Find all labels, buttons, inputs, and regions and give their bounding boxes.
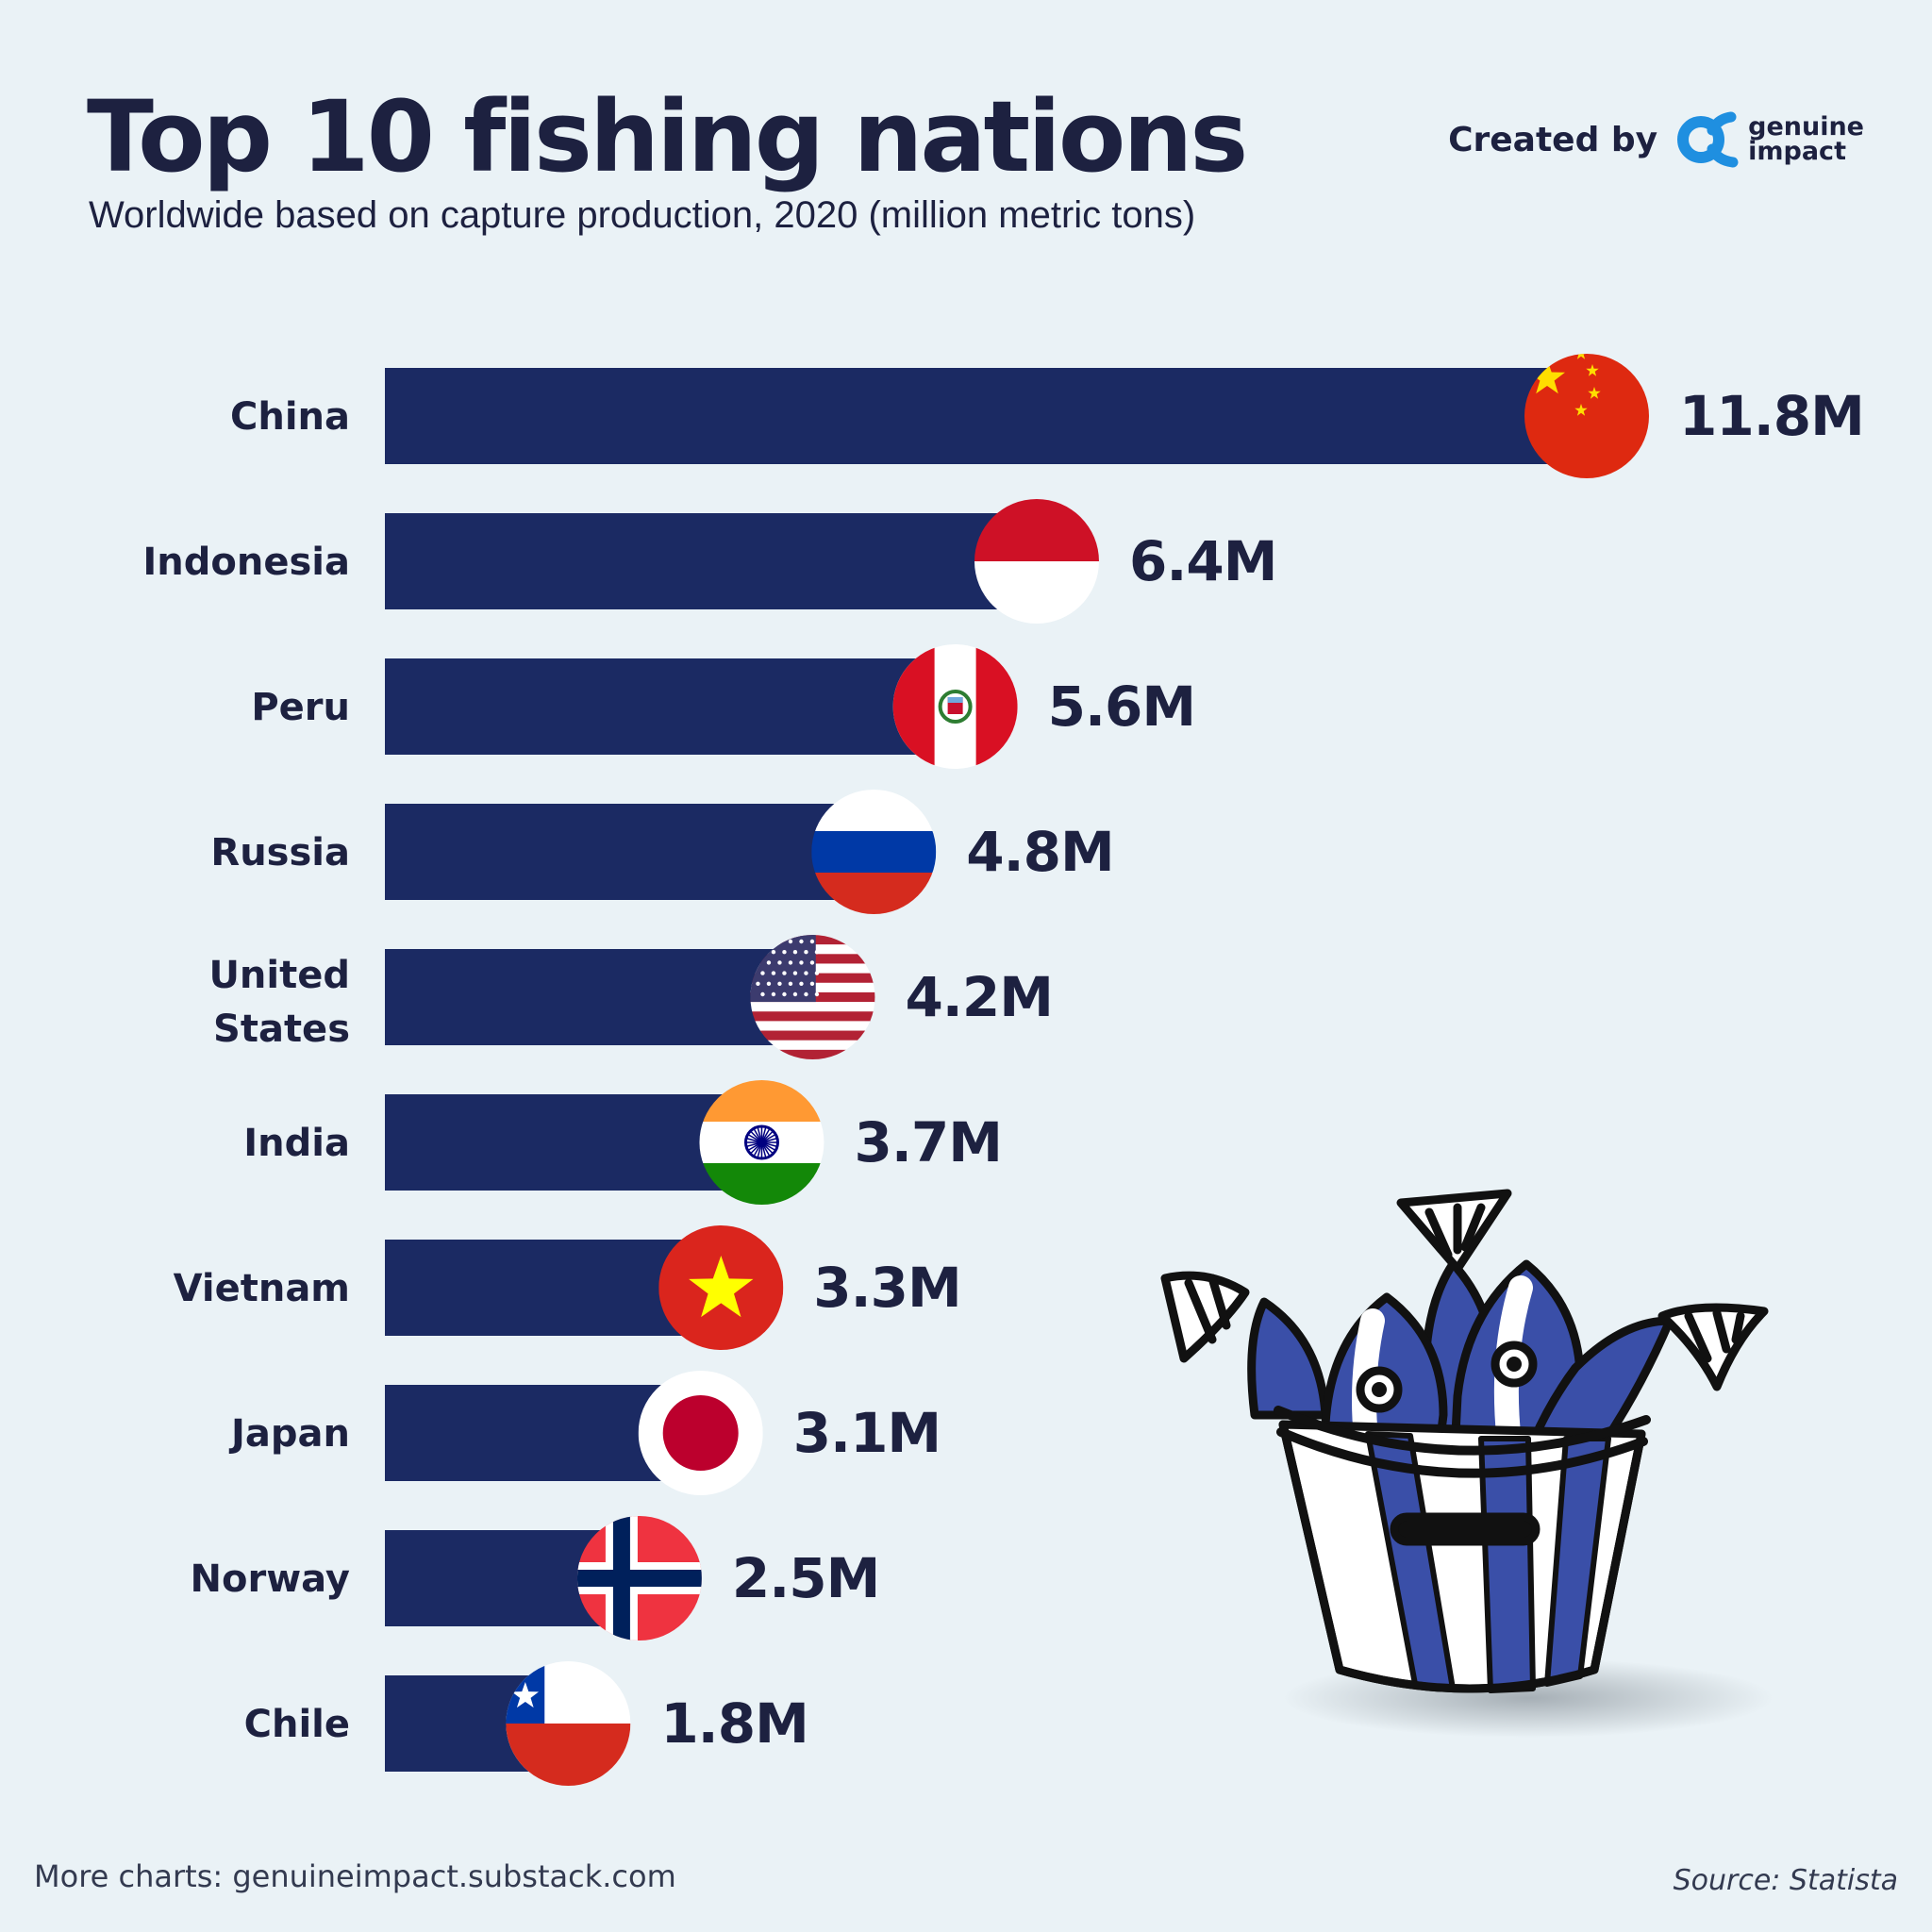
value-label: 4.2M <box>905 965 1052 1029</box>
bar-usa <box>385 949 813 1045</box>
indonesia-flag-icon <box>974 499 1099 624</box>
norway-flag-icon <box>576 1516 702 1641</box>
footer-source: Source: Statista <box>1673 1864 1898 1897</box>
value-label: 1.8M <box>660 1691 808 1756</box>
genuine-impact-logo-icon <box>1677 111 1739 168</box>
footer-more-charts[interactable]: More charts: genuineimpact.substack.com <box>34 1858 676 1894</box>
peru-flag-icon <box>892 644 1018 769</box>
category-label: Vietnam <box>174 1267 350 1310</box>
chart-title: Top 10 fishing nations <box>87 79 1248 194</box>
bar-chart: China 11.8M Indonesia 6.4M Peru 5.6M Russia 4.8… <box>142 354 1865 1786</box>
brand-name: genuine impact <box>1748 112 1864 166</box>
japan-flag-icon <box>638 1371 763 1495</box>
bar-india <box>385 1094 762 1191</box>
credit-label: Created by <box>1448 120 1658 159</box>
chile-flag-icon <box>506 1661 631 1786</box>
bar-russia <box>385 804 874 900</box>
category-label: Indonesia <box>142 541 350 584</box>
fish-bucket-icon <box>1160 1189 1774 1738</box>
chart-subtitle: Worldwide based on capture production, 2… <box>89 194 1196 236</box>
category-label: United States <box>208 954 350 1051</box>
vietnam-flag-icon <box>658 1225 784 1350</box>
bar-peru <box>385 658 956 755</box>
brand-line-2: impact <box>1748 137 1846 166</box>
category-label: Japan <box>228 1412 350 1456</box>
china-flag-icon <box>1524 354 1649 478</box>
value-label: 11.8M <box>1679 384 1864 448</box>
credit-block: Created by genuine impact <box>1448 111 1864 168</box>
category-label: Chile <box>244 1703 350 1746</box>
bar-indonesia <box>385 513 1037 609</box>
usa-flag-icon <box>750 935 875 1059</box>
category-label: Peru <box>251 686 350 729</box>
value-label: 3.7M <box>854 1110 1001 1174</box>
value-label: 3.1M <box>793 1401 941 1465</box>
brand-line-1: genuine <box>1748 112 1864 142</box>
category-label: India <box>243 1122 350 1165</box>
value-label: 5.6M <box>1048 675 1195 739</box>
category-label: China <box>230 395 350 439</box>
category-label: Russia <box>210 831 350 874</box>
russia-flag-icon <box>811 790 937 914</box>
brand-logo: genuine impact <box>1674 111 1864 168</box>
value-label: 4.8M <box>966 820 1113 884</box>
value-label: 6.4M <box>1129 529 1276 593</box>
bar-china <box>385 368 1587 464</box>
value-label: 2.5M <box>732 1546 879 1610</box>
bars-layer: China 11.8M Indonesia 6.4M Peru 5.6M Russia 4.8… <box>142 354 1865 1786</box>
india-flag-icon <box>699 1080 824 1205</box>
value-label: 3.3M <box>813 1256 960 1320</box>
category-label: Norway <box>191 1557 350 1601</box>
